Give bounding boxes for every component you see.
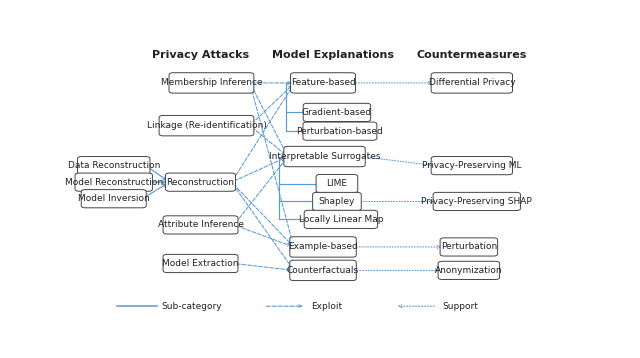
FancyBboxPatch shape: [75, 173, 152, 191]
Text: Model Extraction: Model Extraction: [163, 259, 239, 268]
Text: Model Explanations: Model Explanations: [272, 50, 394, 61]
FancyBboxPatch shape: [163, 255, 238, 272]
Text: Counterfactuals: Counterfactuals: [287, 266, 359, 275]
FancyBboxPatch shape: [304, 210, 378, 228]
Text: Sub-category: Sub-category: [162, 302, 223, 311]
FancyBboxPatch shape: [303, 103, 371, 121]
FancyBboxPatch shape: [169, 73, 254, 93]
Text: Feature-based: Feature-based: [291, 78, 355, 87]
FancyBboxPatch shape: [431, 73, 513, 93]
Text: Privacy-Preserving SHAP: Privacy-Preserving SHAP: [421, 197, 532, 206]
Text: Privacy-Preserving ML: Privacy-Preserving ML: [422, 161, 522, 170]
Text: Perturbation: Perturbation: [441, 242, 497, 251]
FancyBboxPatch shape: [77, 156, 150, 175]
Text: Interpretable Surrogates: Interpretable Surrogates: [269, 152, 380, 161]
FancyBboxPatch shape: [159, 116, 254, 136]
Text: LIME: LIME: [326, 179, 348, 188]
Text: Model Reconstruction: Model Reconstruction: [65, 178, 163, 187]
Text: Perturbation-based: Perturbation-based: [296, 127, 383, 136]
Text: Anonymization: Anonymization: [435, 266, 502, 275]
Text: Data Reconstruction: Data Reconstruction: [68, 161, 160, 170]
Text: Countermeasures: Countermeasures: [417, 50, 527, 61]
FancyBboxPatch shape: [81, 190, 146, 208]
Text: Differential Privacy: Differential Privacy: [429, 78, 515, 87]
FancyBboxPatch shape: [431, 156, 513, 175]
FancyBboxPatch shape: [312, 192, 361, 211]
Text: Attribute Inference: Attribute Inference: [157, 221, 244, 229]
FancyBboxPatch shape: [166, 173, 236, 191]
Text: Membership Inference: Membership Inference: [161, 78, 262, 87]
FancyBboxPatch shape: [316, 174, 358, 193]
Text: Locally Linear Map: Locally Linear Map: [299, 215, 383, 224]
FancyBboxPatch shape: [303, 122, 377, 140]
Text: Privacy Attacks: Privacy Attacks: [152, 50, 249, 61]
FancyBboxPatch shape: [290, 237, 356, 257]
FancyBboxPatch shape: [291, 73, 356, 93]
FancyBboxPatch shape: [433, 192, 520, 211]
FancyBboxPatch shape: [163, 216, 238, 234]
Text: Gradient-based: Gradient-based: [302, 108, 372, 117]
FancyBboxPatch shape: [438, 261, 500, 280]
Text: Support: Support: [442, 302, 478, 311]
Text: Shapley: Shapley: [319, 197, 355, 206]
FancyBboxPatch shape: [284, 146, 365, 167]
FancyBboxPatch shape: [290, 260, 356, 281]
FancyBboxPatch shape: [440, 238, 498, 256]
Text: Exploit: Exploit: [310, 302, 342, 311]
Text: Model Inversion: Model Inversion: [78, 194, 150, 203]
Text: Reconstruction: Reconstruction: [166, 178, 234, 187]
Text: Linkage (Re-identification): Linkage (Re-identification): [147, 121, 266, 130]
Text: Example-based: Example-based: [288, 242, 358, 251]
